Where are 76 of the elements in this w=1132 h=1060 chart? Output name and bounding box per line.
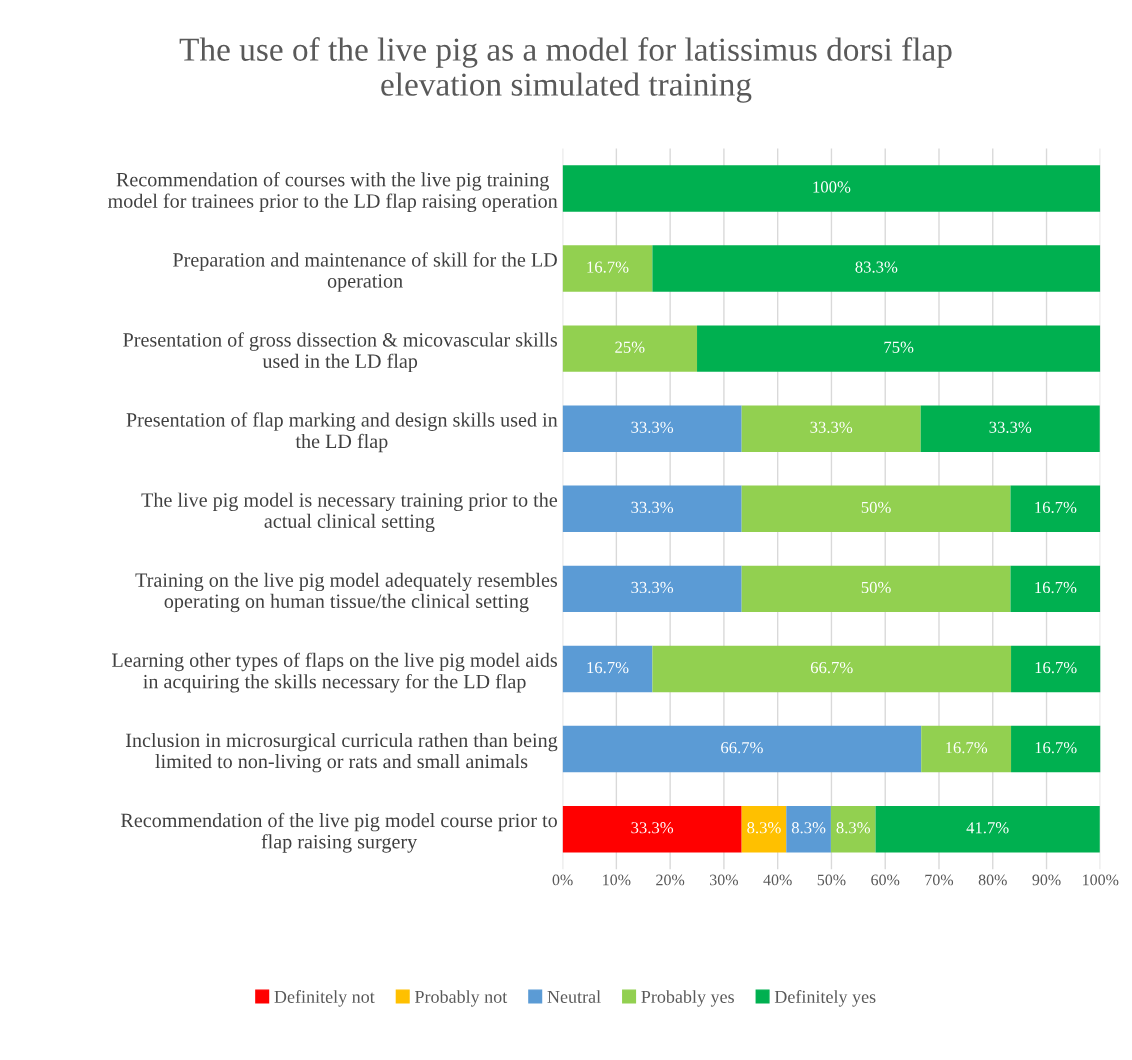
bar: [1011, 725, 1101, 773]
x-tick-label: 70%: [925, 874, 954, 886]
bar: [741, 805, 787, 853]
bar: [786, 805, 831, 853]
data-label: 16.7%: [1035, 581, 1077, 594]
x-tick-label: 100%: [1083, 874, 1119, 886]
bar: [562, 245, 653, 292]
data-label: 33.3%: [631, 501, 674, 514]
data-label: 41.7%: [966, 822, 1009, 834]
data-label: 33.3%: [989, 421, 1032, 433]
bar: [652, 645, 1012, 693]
x-tick-label: 90%: [1032, 874, 1061, 886]
data-label: 33.3%: [810, 421, 853, 433]
legend-label: Probably not: [414, 990, 508, 1007]
legend-label: Definitely yes: [774, 990, 876, 1007]
data-label: 100%: [813, 181, 851, 193]
bar: [697, 325, 1101, 372]
x-tick-label: 60%: [871, 874, 900, 886]
data-label: 16.7%: [1035, 501, 1077, 514]
data-label: 16.7%: [587, 261, 629, 273]
chart-title: The use of the live pig as a model for latissimus dorsi flap elevation simulated training: [179, 37, 952, 103]
data-label: 8.3%: [791, 822, 826, 834]
bar: [562, 485, 742, 533]
bar: [741, 565, 1011, 613]
x-tick-label: 0%: [552, 874, 573, 886]
bar: [562, 325, 698, 372]
bar: [562, 725, 922, 773]
x-tick-label: 30%: [710, 874, 739, 886]
data-label: 75%: [884, 341, 914, 353]
data-label: 16.7%: [1035, 661, 1077, 674]
bar: [562, 805, 742, 853]
data-label: 16.7%: [946, 741, 988, 754]
bar: [652, 245, 1101, 292]
legend-label: Definitely not: [274, 990, 375, 1007]
x-tick-label: 80%: [978, 874, 1007, 886]
bar: [562, 165, 1101, 212]
data-label: 50%: [861, 501, 891, 514]
y-tick-label: Learning other types of flaps on the live pig model aids in acquiring the skills necessary for the LD flap: [112, 652, 558, 693]
bar: [1010, 485, 1101, 533]
y-tick-label: Presentation of gross dissection & micovascular skills used in the LD flap: [123, 332, 557, 373]
x-tick-label: 50%: [817, 874, 846, 886]
data-label: 83.3%: [855, 261, 898, 273]
bar: [562, 405, 742, 452]
bar: [562, 645, 653, 693]
bar: [741, 405, 921, 452]
x-tick-label: 40%: [763, 874, 792, 886]
data-label: 8.3%: [836, 822, 871, 834]
bar: [830, 805, 876, 853]
y-tick-label: The live pig model is necessary training prior to the actual clinical setting: [141, 492, 558, 533]
bar: [741, 485, 1011, 533]
data-label: 8.3%: [747, 822, 781, 834]
data-label: 33.3%: [631, 421, 674, 433]
x-tick-label: 10%: [603, 874, 631, 886]
legend-label: Neutral: [547, 990, 601, 1003]
bar: [921, 725, 1012, 773]
y-tick-label: Presentation of flap marking and design skills used in the LD flap: [126, 412, 558, 453]
data-label: 33.3%: [631, 581, 674, 594]
data-label: 50%: [861, 581, 891, 594]
bar: [562, 565, 742, 613]
data-label: 66.7%: [810, 661, 853, 674]
data-label: 16.7%: [1035, 741, 1077, 754]
x-tick-label: 20%: [656, 874, 685, 886]
y-tick-label: Recommendation of courses with the live pig training model for trainees prior to the LD flap raising operation: [107, 172, 558, 212]
y-tick-label: Inclusion in microsurgical curricula rathen than being limited to non-living or rats and small animals: [125, 732, 558, 773]
data-label: 16.7%: [587, 661, 629, 674]
bar: [875, 805, 1100, 853]
data-label: 66.7%: [721, 741, 763, 754]
y-tick-label: Recommendation of the live pig model course prior to flap raising surgery: [120, 812, 557, 853]
bar: [920, 405, 1100, 452]
legend-label: Probably yes: [641, 990, 734, 1007]
bar: [1010, 565, 1101, 613]
bar: [1011, 645, 1101, 693]
data-label: 33.3%: [631, 822, 674, 834]
y-tick-label: Preparation and maintenance of skill for the LD operation: [173, 252, 557, 292]
y-tick-label: Training on the live pig model adequately resembles operating on human tissue/the clinical setting: [135, 572, 558, 613]
data-label: 25%: [615, 341, 645, 353]
